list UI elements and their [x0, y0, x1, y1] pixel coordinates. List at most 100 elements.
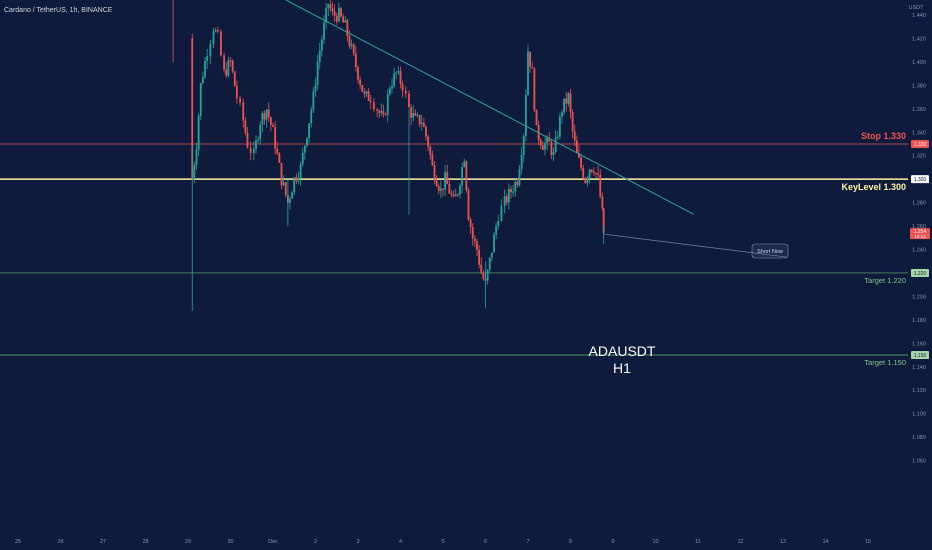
candle-body	[448, 184, 451, 194]
candle-body	[320, 39, 323, 51]
candle-body	[340, 8, 342, 17]
time-tick-label: 9	[611, 539, 614, 545]
candle-body	[495, 226, 498, 235]
callout-text: Short Now	[757, 249, 783, 255]
time-tick-label: 4	[399, 539, 402, 545]
time-tick-label: 11	[695, 539, 701, 545]
level-badge-text: 1.150	[914, 353, 927, 359]
candle-body	[314, 84, 317, 92]
candle-body	[556, 136, 559, 138]
candle-body	[312, 91, 315, 110]
candle-body	[571, 111, 574, 132]
candle-body	[337, 8, 340, 22]
candle-body	[408, 93, 410, 108]
candle-body	[344, 20, 347, 23]
candle-body	[522, 135, 525, 155]
time-tick-label: 2	[314, 539, 317, 545]
level-lines	[0, 143, 908, 356]
candle-body	[478, 249, 481, 265]
trendline-line[interactable]	[248, 0, 694, 215]
candle-body	[261, 113, 264, 125]
candle-body	[514, 181, 517, 192]
trendline[interactable]	[248, 0, 694, 215]
candle-body	[552, 152, 555, 156]
candle-body	[539, 140, 542, 146]
candle-body	[529, 51, 532, 68]
candle-body	[220, 31, 222, 56]
level-badge-text: 1.330	[914, 142, 927, 148]
candle-body	[335, 15, 338, 22]
candle-body	[486, 269, 489, 281]
candle-body	[586, 177, 589, 183]
candles	[172, 0, 605, 311]
candle-body	[282, 182, 285, 186]
candle-body	[316, 61, 319, 85]
candle-body	[333, 11, 336, 16]
candle-body	[369, 100, 372, 103]
candle-body	[418, 115, 421, 125]
candle-body	[420, 122, 423, 125]
time-tick-label: 13	[780, 539, 786, 545]
candle-body	[520, 154, 523, 170]
candle-body	[354, 53, 357, 67]
candle-body	[427, 136, 430, 147]
candle-body	[244, 120, 247, 133]
candle-body	[425, 126, 427, 137]
candle-body	[376, 109, 379, 111]
level-badge	[911, 268, 929, 277]
currency-label: USDT	[909, 5, 925, 11]
candle-body	[363, 91, 366, 94]
price-tick-label: 1.100	[912, 412, 926, 418]
candle-body	[488, 257, 491, 270]
candle-body	[473, 238, 476, 242]
candle-body	[435, 180, 438, 187]
time-axis[interactable]: 25 26 27 28 29 30 Dec 2 3 4 5 6 7 8 9 10 11 12 13 14 15	[15, 539, 871, 545]
candle-body	[233, 71, 236, 87]
candle-body	[601, 196, 604, 209]
time-tick-label: Dec	[268, 539, 278, 545]
callout[interactable]: Short Now	[603, 233, 789, 259]
candle-body	[595, 173, 597, 175]
candle-body	[361, 84, 364, 92]
level-badge	[911, 351, 929, 360]
time-tick-label: 10	[652, 539, 658, 545]
callout-box[interactable]	[751, 243, 789, 259]
candle-body	[503, 196, 506, 206]
candle-body	[352, 44, 355, 54]
price-axis[interactable]: USDT 1.440 1.420 1.400 1.380 1.360 1.340 1.320 1…	[908, 0, 932, 550]
candle-body	[263, 113, 266, 120]
time-tick-label: 27	[100, 539, 106, 545]
time-tick-label: 7	[526, 539, 529, 545]
candle-body	[416, 115, 419, 117]
candle-body	[239, 98, 241, 103]
current-price-value: 1.254	[914, 229, 927, 235]
candle-body	[265, 109, 268, 120]
candle-body	[365, 91, 368, 94]
candle-body	[476, 241, 478, 250]
candle-body	[310, 109, 313, 124]
candle-body	[199, 83, 202, 116]
candle-body	[384, 114, 387, 116]
symbol-title: Cardano / TetherUS, 1h, BINANCE	[4, 7, 113, 14]
time-tick-label: 25	[15, 539, 21, 545]
candle-body	[563, 98, 566, 113]
candle-body	[280, 162, 283, 186]
candle-body	[493, 234, 495, 253]
candle-body	[507, 189, 510, 203]
candle-body	[357, 66, 359, 80]
candle-body	[442, 188, 444, 190]
candle-body	[602, 208, 605, 234]
candle-body	[295, 177, 298, 181]
candle-body	[446, 172, 449, 185]
candle-body	[429, 146, 432, 155]
candle-body	[206, 56, 209, 62]
candle-body	[439, 188, 442, 191]
price-tick-label: 1.280	[912, 201, 926, 207]
current-price-badge	[910, 228, 930, 240]
candle-body	[467, 190, 470, 220]
price-tick-label: 1.080	[912, 435, 926, 441]
candle-body	[456, 194, 459, 196]
candle-body	[297, 178, 300, 181]
